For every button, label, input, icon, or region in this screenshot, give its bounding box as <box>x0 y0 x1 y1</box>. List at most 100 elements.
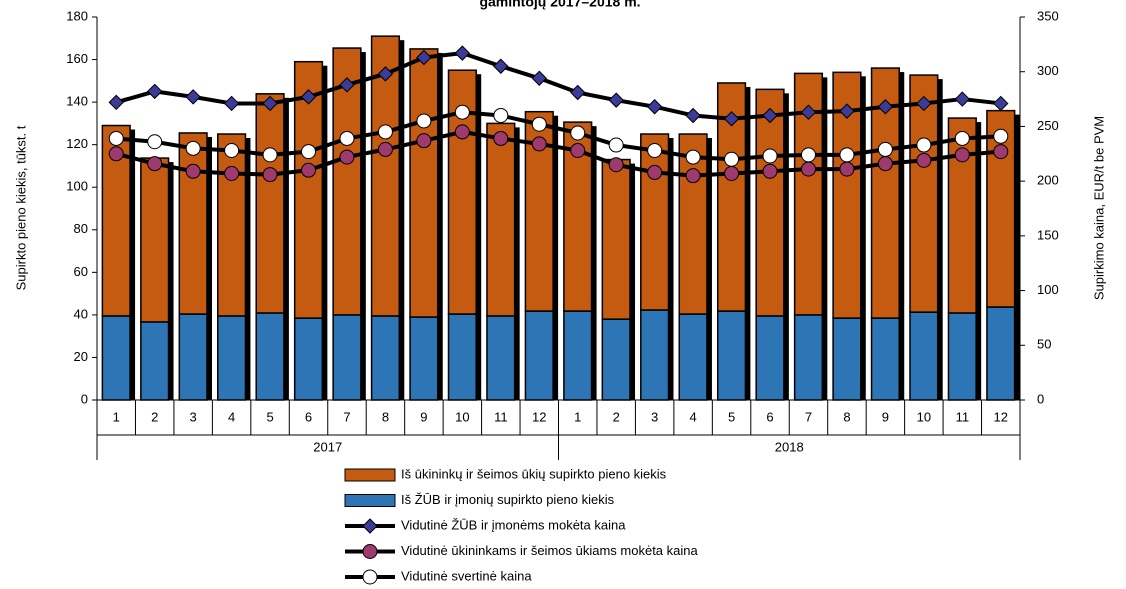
y-tick-label: 20 <box>74 349 88 364</box>
marker <box>570 143 586 159</box>
marker <box>762 148 778 164</box>
x-tick-label: 3 <box>651 409 658 424</box>
marker <box>570 84 586 101</box>
marker <box>108 130 124 146</box>
marker <box>762 163 778 179</box>
marker <box>223 95 240 112</box>
marker <box>416 133 432 149</box>
x-tick-label: 5 <box>728 409 735 424</box>
y2-tick-label: 300 <box>1037 63 1059 78</box>
legend-marker <box>362 569 378 585</box>
marker <box>993 95 1009 112</box>
chart-title: gamintojų 2017–2018 m. <box>479 0 640 10</box>
bar <box>909 74 939 313</box>
marker <box>301 144 317 160</box>
x-tick-label: 10 <box>917 409 931 424</box>
bar <box>524 310 554 401</box>
legend-label: Vidutinė ŽŪB ir įmonėms mokėta kaina <box>401 517 626 532</box>
x-tick-label: 8 <box>382 409 389 424</box>
marker <box>301 162 317 178</box>
marker <box>647 164 663 180</box>
marker <box>224 143 240 159</box>
x-tick-label: 10 <box>455 409 469 424</box>
marker <box>993 128 1009 144</box>
bar <box>640 133 670 311</box>
marker <box>108 146 124 162</box>
marker <box>800 104 817 120</box>
marker <box>954 91 971 107</box>
bar <box>832 317 862 401</box>
marker <box>800 147 816 163</box>
bar <box>640 309 670 401</box>
y2-axis-label: Supirkimo kaina, EUR/t be PVM <box>1091 116 1106 300</box>
bar <box>409 316 439 401</box>
marker <box>877 141 893 157</box>
legend-swatch <box>344 494 396 507</box>
marker <box>185 140 201 156</box>
marker <box>493 130 509 146</box>
marker <box>224 165 240 181</box>
bar <box>217 133 247 317</box>
bar <box>563 310 593 401</box>
marker <box>954 130 970 146</box>
x-tick-label: 6 <box>305 409 312 424</box>
legend-label: Iš ŽŪB ir įmonių supirkto pieno kiekis <box>401 492 615 507</box>
y2-tick-label: 350 <box>1037 8 1059 23</box>
y-tick-label: 100 <box>66 179 88 194</box>
marker <box>531 70 547 86</box>
y-tick-label: 140 <box>66 94 88 109</box>
marker <box>493 58 509 74</box>
marker <box>800 161 816 177</box>
bar <box>986 306 1016 401</box>
x-tick-label: 4 <box>689 409 696 424</box>
marker <box>416 113 432 129</box>
marker <box>877 99 894 115</box>
y2-tick-label: 100 <box>1037 282 1059 297</box>
marker <box>493 107 509 123</box>
marker <box>454 104 470 120</box>
y-tick-label: 160 <box>66 51 88 66</box>
marker <box>916 137 932 153</box>
legend-label: Vidutinė svertinė kaina <box>401 568 532 583</box>
bar <box>755 315 785 401</box>
bar <box>947 117 977 314</box>
marker <box>762 107 778 124</box>
marker <box>262 167 278 183</box>
y2-tick-label: 200 <box>1037 173 1059 188</box>
x-tick-label: 2 <box>613 409 620 424</box>
bar <box>255 93 285 314</box>
y-axis-label: Supirkto pieno kiekis, tūkst. t <box>13 125 28 290</box>
marker <box>839 161 855 177</box>
bar <box>217 315 247 401</box>
bar <box>716 310 747 401</box>
bar <box>486 315 516 401</box>
y-tick-label: 120 <box>66 136 88 151</box>
bar <box>178 313 208 401</box>
y-tick-label: 80 <box>74 221 88 236</box>
marker <box>877 156 893 172</box>
x-tick-label: 1 <box>574 409 581 424</box>
marker <box>608 157 624 173</box>
marker <box>147 134 163 150</box>
marker <box>916 152 932 168</box>
marker <box>262 95 278 112</box>
bar <box>409 48 439 318</box>
y-tick-label: 0 <box>81 391 88 406</box>
marker <box>108 94 124 111</box>
marker <box>608 92 624 108</box>
marker <box>993 144 1009 160</box>
marker <box>531 116 547 132</box>
x-tick-label: 5 <box>266 409 273 424</box>
bar <box>101 315 131 401</box>
bar <box>140 321 170 401</box>
marker <box>608 137 624 153</box>
marker <box>839 103 855 119</box>
y2-tick-label: 250 <box>1037 118 1059 133</box>
bar <box>447 313 477 401</box>
legend-label: Vidutinė ūkininkams ir šeimos ūkiams mok… <box>401 543 698 558</box>
y2-tick-label: 150 <box>1037 227 1059 242</box>
marker <box>685 107 701 124</box>
marker <box>685 149 701 165</box>
group-label: 2018 <box>775 439 804 454</box>
